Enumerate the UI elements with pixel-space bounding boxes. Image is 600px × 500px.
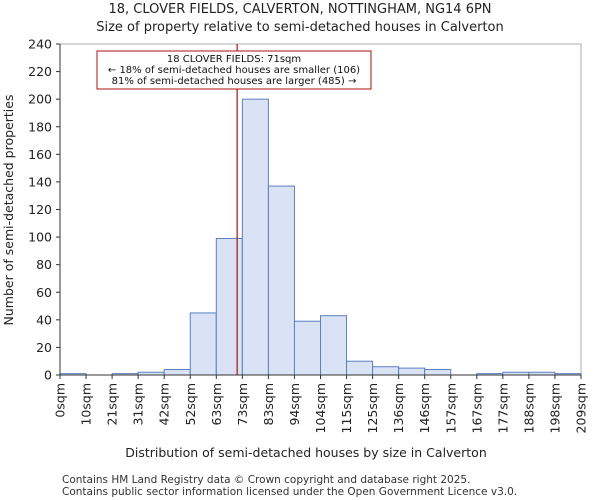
chart-title: 18, CLOVER FIELDS, CALVERTON, NOTTINGHAM… <box>108 2 492 17</box>
x-tick-label: 104sqm <box>313 383 328 433</box>
annotation-larger: 81% of semi-detached houses are larger (… <box>112 76 357 87</box>
y-tick-label: 140 <box>28 174 52 189</box>
y-tick-label: 220 <box>28 64 52 79</box>
histogram-bar <box>372 366 400 376</box>
y-axis-label: Number of semi-detached properties <box>1 95 16 326</box>
x-axis-label: Distribution of semi-detached houses by … <box>125 445 487 460</box>
x-tick-label: 115sqm <box>339 383 354 433</box>
histogram-bar <box>215 237 243 376</box>
x-tick-label: 136sqm <box>391 383 406 433</box>
histogram-bar <box>189 312 217 376</box>
y-tick-label: 200 <box>28 92 52 107</box>
histogram-bar <box>267 185 295 376</box>
annotation-group: 18 CLOVER FIELDS: 71sqm← 18% of semi-det… <box>96 44 372 375</box>
x-tick-label: 10sqm <box>79 383 94 426</box>
x-tick-label: 188sqm <box>521 383 536 433</box>
x-tick-label: 63sqm <box>209 383 224 426</box>
histogram-bar <box>424 368 452 376</box>
x-tick-label: 167sqm <box>469 383 484 433</box>
footer-line-2: Contains public sector information licen… <box>62 486 518 498</box>
histogram-bar <box>241 98 269 376</box>
x-tick-label: 21sqm <box>105 383 120 426</box>
annotation-smaller: ← 18% of semi-detached houses are smalle… <box>108 65 360 76</box>
bars-group <box>59 98 582 376</box>
footer-line-1: Contains HM Land Registry data © Crown c… <box>62 474 471 486</box>
annotation-box <box>96 50 372 90</box>
x-tick-label: 52sqm <box>183 383 198 426</box>
histogram-bar <box>320 315 348 376</box>
x-tick-label: 94sqm <box>287 383 302 426</box>
x-tick-label: 198sqm <box>547 383 562 433</box>
x-tick-label: 42sqm <box>157 383 172 426</box>
histogram-bar <box>293 320 322 376</box>
y-tick-label: 100 <box>28 230 52 245</box>
histogram-bar <box>346 360 374 376</box>
y-tick-label: 240 <box>28 37 52 52</box>
y-tick-label: 0 <box>44 368 52 383</box>
x-tick-label: 125sqm <box>365 383 380 433</box>
y-tick-label: 180 <box>28 119 52 134</box>
histogram-bar <box>398 367 426 376</box>
y-tick-label: 40 <box>36 312 52 327</box>
x-tick-label: 146sqm <box>417 383 432 433</box>
chart-subtitle: Size of property relative to semi-detach… <box>96 20 504 35</box>
x-tick-label: 73sqm <box>235 383 250 426</box>
y-tick-label: 160 <box>28 147 52 162</box>
x-tick-label: 83sqm <box>261 383 276 426</box>
y-tick-label: 60 <box>36 285 52 300</box>
axes-group: 0 20 40 60 80 100 120 140 160 180 200 220 240 0sqm 10s… <box>28 37 588 434</box>
x-tick-label: 31sqm <box>131 383 146 426</box>
x-tick-label: 0sqm <box>53 383 68 418</box>
y-tick-label: 80 <box>36 257 52 272</box>
histogram-bar <box>163 368 191 376</box>
x-tick-label: 209sqm <box>574 383 589 433</box>
x-tick-label: 177sqm <box>495 383 510 433</box>
y-tick-label: 20 <box>36 340 52 355</box>
x-tick-label: 157sqm <box>443 383 458 433</box>
y-tick-label: 120 <box>28 202 52 217</box>
annotation-title: 18 CLOVER FIELDS: 71sqm <box>167 54 301 65</box>
